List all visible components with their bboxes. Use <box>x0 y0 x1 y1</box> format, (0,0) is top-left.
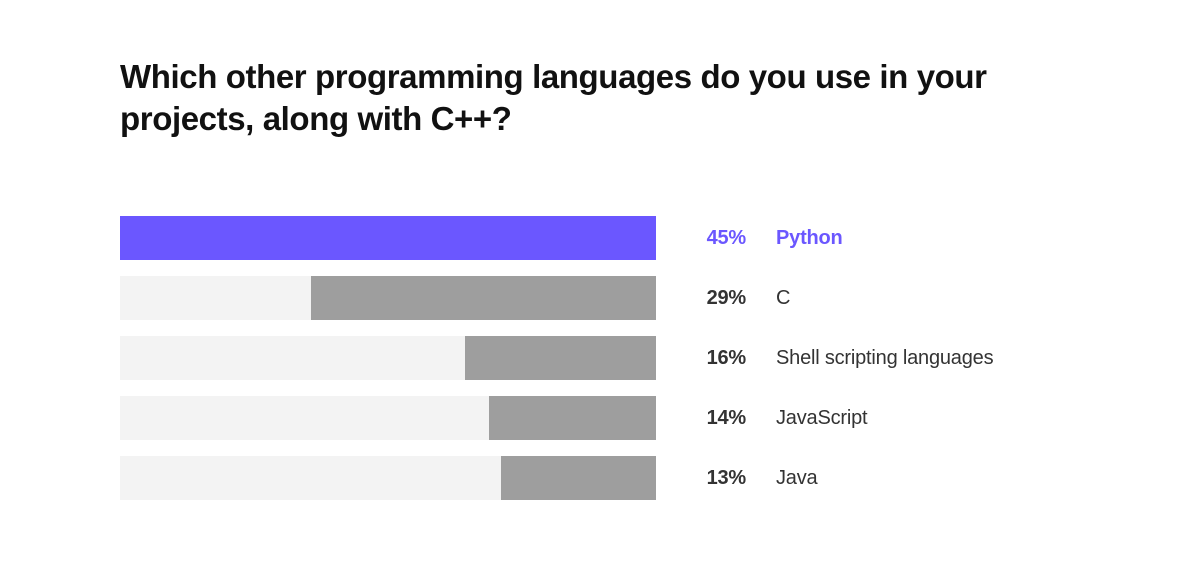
bar-track <box>120 216 656 260</box>
chart-title: Which other programming languages do you… <box>120 56 1080 140</box>
bar-track <box>120 456 656 500</box>
bar-value: 16% <box>656 347 746 370</box>
bar-label: Java <box>776 467 1080 490</box>
bar-row: 45% Python <box>120 216 1080 260</box>
bar-fill <box>501 456 656 500</box>
bar-row: 14% JavaScript <box>120 396 1080 440</box>
bar-chart: 45% Python 29% C 16% Shell scripting lan… <box>120 216 1080 500</box>
bar-track <box>120 396 656 440</box>
chart-container: Which other programming languages do you… <box>0 0 1200 540</box>
bar-label: Shell scripting languages <box>776 347 1080 370</box>
bar-row: 16% Shell scripting languages <box>120 336 1080 380</box>
bar-fill <box>311 276 656 320</box>
bar-label: C <box>776 287 1080 310</box>
bar-fill <box>489 396 656 440</box>
bar-value: 13% <box>656 467 746 490</box>
bar-track <box>120 276 656 320</box>
bar-fill <box>120 216 656 260</box>
bar-label: Python <box>776 227 1080 250</box>
bar-label: JavaScript <box>776 407 1080 430</box>
bar-row: 13% Java <box>120 456 1080 500</box>
bar-track <box>120 336 656 380</box>
bar-value: 14% <box>656 407 746 430</box>
bar-value: 29% <box>656 287 746 310</box>
bar-fill <box>465 336 656 380</box>
bar-row: 29% C <box>120 276 1080 320</box>
bar-value: 45% <box>656 227 746 250</box>
